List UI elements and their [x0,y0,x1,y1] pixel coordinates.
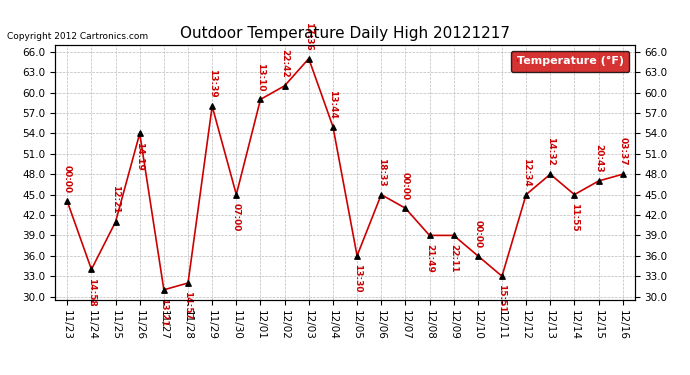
Point [134,130,145,136]
Point [327,124,338,130]
Text: 21:49: 21:49 [425,243,434,272]
Text: 12:21: 12:21 [111,185,120,214]
Text: 11:55: 11:55 [570,203,579,231]
Point [569,192,580,198]
Text: 20:43: 20:43 [594,144,603,173]
Point [520,192,531,198]
Legend: Temperature (°F): Temperature (°F) [511,51,629,72]
Text: 03:37: 03:37 [618,137,627,166]
Text: 17:36: 17:36 [304,22,313,51]
Point [86,266,97,272]
Point [400,205,411,211]
Point [279,83,290,89]
Text: 18:33: 18:33 [377,158,386,186]
Text: 13:44: 13:44 [328,90,337,118]
Text: 13:39: 13:39 [208,69,217,98]
Point [303,56,314,62]
Point [448,232,460,238]
Point [497,273,508,279]
Point [593,178,604,184]
Text: 14:57: 14:57 [184,291,193,320]
Text: 00:00: 00:00 [63,165,72,193]
Title: Outdoor Temperature Daily High 20121217: Outdoor Temperature Daily High 20121217 [180,26,510,41]
Text: 15:51: 15:51 [497,284,506,313]
Text: 13:30: 13:30 [353,264,362,292]
Text: 14:32: 14:32 [546,137,555,166]
Point [351,253,363,259]
Point [255,96,266,102]
Text: 13:10: 13:10 [256,63,265,91]
Point [424,232,435,238]
Text: 00:00: 00:00 [473,219,482,248]
Text: 13:21: 13:21 [159,298,168,327]
Text: 14:19: 14:19 [135,141,144,170]
Text: 07:00: 07:00 [232,203,241,231]
Point [159,287,170,293]
Text: 00:00: 00:00 [401,172,410,200]
Point [230,192,241,198]
Text: Copyright 2012 Cartronics.com: Copyright 2012 Cartronics.com [7,32,148,41]
Point [472,253,483,259]
Text: 22:42: 22:42 [280,49,289,78]
Point [545,171,556,177]
Point [207,103,218,109]
Text: 12:34: 12:34 [522,158,531,186]
Text: 22:11: 22:11 [449,243,458,272]
Point [182,280,193,286]
Point [617,171,628,177]
Text: 14:58: 14:58 [87,278,96,306]
Point [110,219,121,225]
Point [375,192,386,198]
Point [62,198,73,204]
